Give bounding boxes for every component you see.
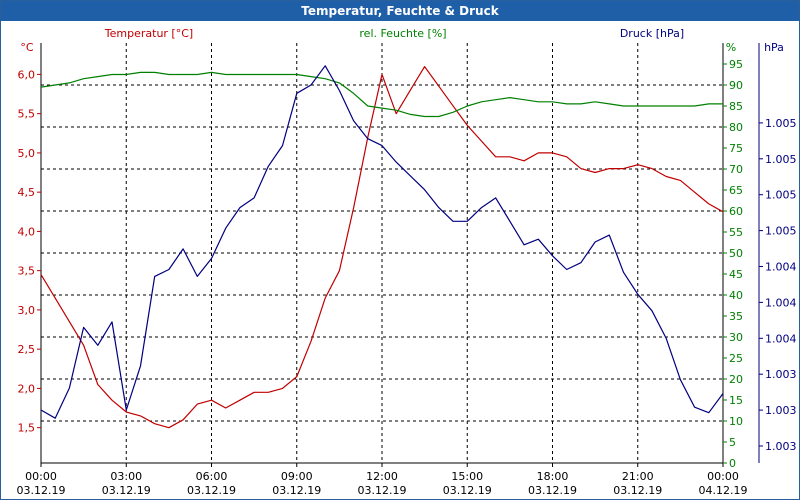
legend-humidity: rel. Feuchte [%] xyxy=(359,27,446,40)
temperature-tick-label: 6,0 xyxy=(18,68,36,81)
pressure-tick-label: 1.004 xyxy=(765,332,797,345)
x-tick-date: 03.12.19 xyxy=(528,484,577,497)
humidity-unit-label: % xyxy=(726,41,736,54)
humidity-tick-label: 90 xyxy=(729,79,743,92)
x-tick-time: 21:00 xyxy=(622,470,654,483)
temperature-tick-label: 5,0 xyxy=(18,147,36,160)
x-tick-time: 18:00 xyxy=(537,470,569,483)
temperature-tick-label: 2,5 xyxy=(18,343,36,356)
x-tick-time: 06:00 xyxy=(196,470,228,483)
pressure-tick-label: 1.004 xyxy=(765,296,797,309)
humidity-tick-label: 80 xyxy=(729,121,743,134)
tick-labels: 00:0003.12.1903:0003.12.1906:0003.12.190… xyxy=(17,58,797,497)
humidity-tick-label: 50 xyxy=(729,247,743,260)
humidity-tick-label: 40 xyxy=(729,289,743,302)
legend-temperature: Temperatur [°C] xyxy=(104,27,193,40)
pressure-tick-label: 1.003 xyxy=(765,404,797,417)
pressure-tick-label: 1.004 xyxy=(765,261,797,274)
pressure-tick-label: 1.005 xyxy=(765,117,797,130)
x-tick-time: 03:00 xyxy=(110,470,142,483)
pressure-tick-label: 1.005 xyxy=(765,189,797,202)
series-line-humidity xyxy=(40,71,723,118)
x-tick-time: 00:00 xyxy=(25,470,57,483)
pressure-tick-label: 1.005 xyxy=(765,225,797,238)
humidity-tick-label: 30 xyxy=(729,331,743,344)
x-tick-time: 00:00 xyxy=(707,470,739,483)
humidity-tick-label: 70 xyxy=(729,163,743,176)
x-tick-date: 04.12.19 xyxy=(699,484,748,497)
humidity-tick-label: 5 xyxy=(729,436,736,449)
x-tick-date: 03.12.19 xyxy=(17,484,66,497)
humidity-tick-label: 15 xyxy=(729,394,743,407)
pressure-tick-label: 1.003 xyxy=(765,368,797,381)
x-tick-date: 03.12.19 xyxy=(443,484,492,497)
series-layer xyxy=(40,65,724,429)
x-tick-time: 12:00 xyxy=(366,470,398,483)
temperature-tick-label: 2,0 xyxy=(18,382,36,395)
humidity-tick-label: 25 xyxy=(729,352,743,365)
x-tick-time: 09:00 xyxy=(281,470,313,483)
humidity-tick-label: 85 xyxy=(729,100,743,113)
pressure-tick-label: 1.003 xyxy=(765,440,797,453)
temperature-tick-label: 4,5 xyxy=(18,186,36,199)
humidity-tick-label: 45 xyxy=(729,268,743,281)
humidity-tick-label: 55 xyxy=(729,226,743,239)
temperature-tick-label: 3,0 xyxy=(18,304,36,317)
pressure-tick-label: 1.005 xyxy=(765,153,797,166)
x-tick-time: 15:00 xyxy=(451,470,483,483)
humidity-tick-label: 0 xyxy=(729,457,736,470)
humidity-tick-label: 20 xyxy=(729,373,743,386)
temperature-unit-label: °C xyxy=(20,41,34,54)
legend-pressure: Druck [hPa] xyxy=(620,27,684,40)
humidity-tick-label: 65 xyxy=(729,184,743,197)
temperature-tick-label: 5,5 xyxy=(18,108,36,121)
x-tick-date: 03.12.19 xyxy=(358,484,407,497)
x-tick-date: 03.12.19 xyxy=(187,484,236,497)
temperature-tick-label: 3,5 xyxy=(18,265,36,278)
series-line-pressure xyxy=(40,65,724,419)
temperature-tick-label: 4,0 xyxy=(18,225,36,238)
pressure-unit-label: hPa xyxy=(764,41,784,54)
x-tick-date: 03.12.19 xyxy=(272,484,321,497)
series-line-temperature xyxy=(40,65,724,429)
humidity-tick-label: 10 xyxy=(729,415,743,428)
humidity-tick-label: 95 xyxy=(729,58,743,71)
chart-title: Temperatur, Feuchte & Druck xyxy=(1,1,799,21)
temperature-tick-label: 1,5 xyxy=(18,422,36,435)
humidity-tick-label: 60 xyxy=(729,205,743,218)
x-tick-date: 03.12.19 xyxy=(102,484,151,497)
humidity-tick-label: 35 xyxy=(729,310,743,323)
x-tick-date: 03.12.19 xyxy=(613,484,662,497)
humidity-tick-label: 75 xyxy=(729,142,743,155)
